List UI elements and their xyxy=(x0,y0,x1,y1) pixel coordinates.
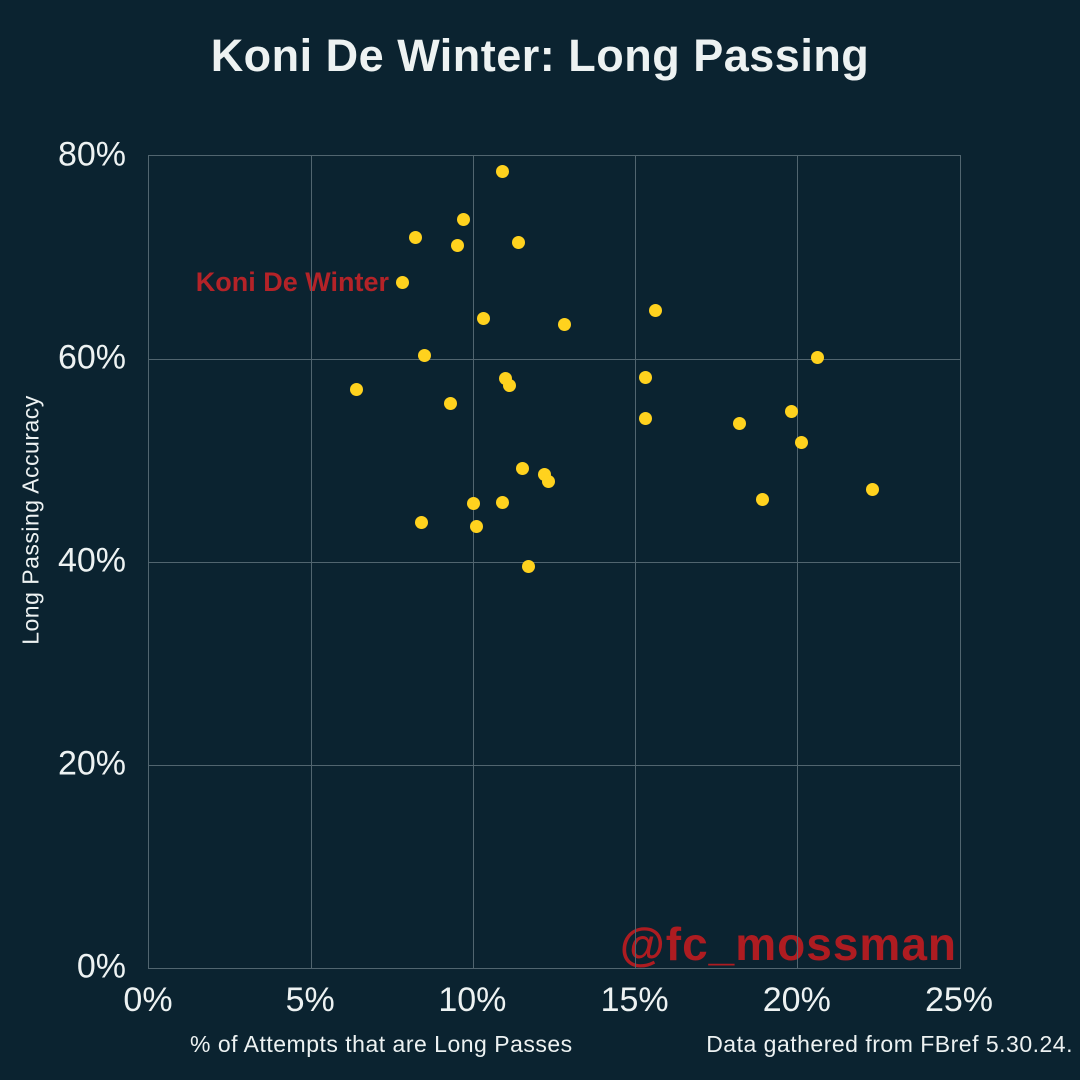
y-tick-label: 80% xyxy=(57,135,126,174)
x-tick-label: 20% xyxy=(762,981,831,1019)
highlighted-data-point xyxy=(395,276,409,290)
y-axis-title: Long Passing Accuracy xyxy=(17,395,44,645)
data-point xyxy=(350,382,364,396)
x-tick-label: 10% xyxy=(438,981,507,1019)
data-point xyxy=(794,435,808,449)
h-gridline xyxy=(149,358,960,360)
data-point xyxy=(638,412,652,426)
x-axis-title: % of Attempts that are Long Passes xyxy=(190,1031,573,1057)
y-tick-label: 40% xyxy=(57,541,126,580)
plot-area: Koni De Winter @fc_mossman xyxy=(148,155,961,969)
data-point xyxy=(408,230,422,244)
data-point xyxy=(444,397,458,411)
player-annotation-label: Koni De Winter xyxy=(195,266,390,297)
chart-title: Koni De Winter: Long Passing xyxy=(210,30,870,81)
data-source-note: Data gathered from FBref 5.30.24. xyxy=(706,1031,1073,1057)
data-point xyxy=(414,515,428,529)
data-point xyxy=(496,164,510,178)
data-point xyxy=(496,495,510,509)
data-point xyxy=(470,519,484,533)
x-tick-label: 25% xyxy=(924,981,994,1019)
data-point xyxy=(512,235,526,249)
data-point xyxy=(541,475,555,489)
data-point xyxy=(557,317,571,331)
data-point xyxy=(418,349,432,363)
data-point xyxy=(457,213,471,227)
y-tick-label: 0% xyxy=(76,947,126,986)
x-tick-label: 0% xyxy=(123,981,173,1019)
data-point xyxy=(638,370,652,384)
x-tick-label: 5% xyxy=(285,981,335,1019)
data-point xyxy=(865,483,879,497)
data-point xyxy=(502,378,516,392)
data-point xyxy=(466,496,480,510)
h-gridline xyxy=(149,764,960,766)
data-point xyxy=(732,417,746,431)
data-point xyxy=(522,559,536,573)
data-point xyxy=(648,303,662,317)
y-tick-label: 20% xyxy=(57,744,126,783)
data-point xyxy=(515,462,529,476)
h-gridline xyxy=(149,561,960,563)
data-point xyxy=(810,351,824,365)
data-point xyxy=(450,238,464,252)
data-point xyxy=(476,311,490,325)
data-point xyxy=(784,405,798,419)
data-point xyxy=(755,492,769,506)
watermark: @fc_mossman xyxy=(619,918,957,971)
x-tick-label: 15% xyxy=(600,981,669,1019)
y-tick-label: 60% xyxy=(57,338,126,377)
